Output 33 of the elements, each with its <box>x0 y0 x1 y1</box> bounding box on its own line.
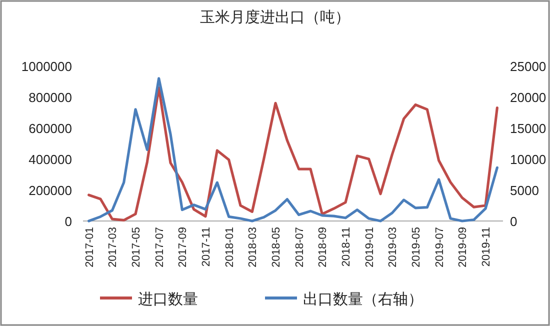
x-tick-label: 2017-03 <box>107 227 120 268</box>
y2-tick-label: 15000 <box>510 121 546 136</box>
x-tick-label: 2017-07 <box>154 227 166 268</box>
x-tick-label: 2017-09 <box>177 227 190 268</box>
y2-tick-label: 20000 <box>510 90 546 105</box>
chart-title: 玉米月度进出口（吨） <box>200 9 350 26</box>
x-tick-label: 2018-01 <box>224 227 236 268</box>
x-tick-label: 2019-03 <box>387 227 400 268</box>
y2-tick-label: 10000 <box>510 152 546 167</box>
x-tick-label: 2018-09 <box>317 227 330 268</box>
y2-tick-label: 0 <box>510 214 518 229</box>
x-tick-label: 2017-11 <box>200 227 212 267</box>
legend-label: 出口数量（右轴） <box>303 291 423 308</box>
x-tick-label: 2019-01 <box>364 227 376 268</box>
x-tick-label: 2017-05 <box>130 227 142 268</box>
legend-label: 进口数量 <box>138 291 198 308</box>
x-tick-label: 2019-07 <box>434 227 446 268</box>
y-tick-label: 0 <box>64 214 72 229</box>
x-tick-label: 2019-05 <box>410 227 422 268</box>
x-tick-label: 2017-01 <box>84 227 96 268</box>
y-tick-label: 200000 <box>28 183 72 198</box>
x-tick-label: 2018-05 <box>270 227 282 268</box>
x-tick-label: 2018-03 <box>247 227 260 268</box>
y2-tick-label: 5000 <box>510 183 539 198</box>
y2-tick-label: 25000 <box>510 59 546 74</box>
y-tick-label: 400000 <box>28 152 72 167</box>
x-tick-label: 2018-11 <box>340 227 352 267</box>
x-tick-label: 2019-09 <box>457 227 470 268</box>
x-tick-label: 2018-07 <box>294 227 306 268</box>
y-tick-label: 1000000 <box>21 59 72 74</box>
y-tick-label: 600000 <box>28 121 72 136</box>
y-tick-label: 800000 <box>28 90 72 105</box>
x-tick-label: 2019-11 <box>480 227 492 267</box>
